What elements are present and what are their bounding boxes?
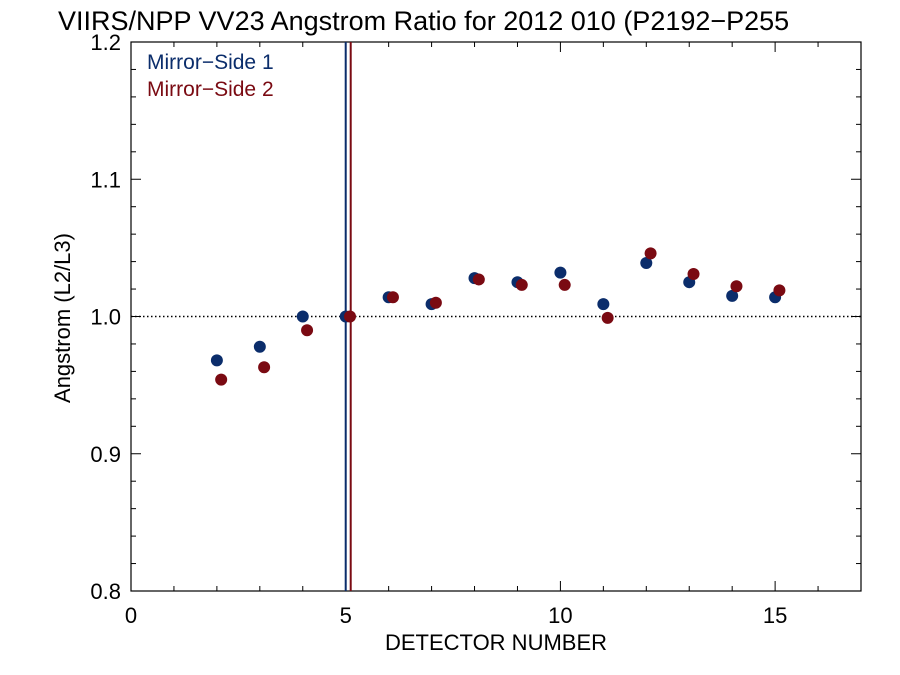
- data-point-series-2: [730, 280, 743, 293]
- data-point-series-2: [386, 291, 399, 304]
- x-tick-label: 10: [548, 603, 572, 628]
- data-point-series-2: [687, 267, 700, 280]
- data-point-series-2: [472, 273, 485, 286]
- data-point-series-2: [601, 311, 614, 324]
- data-point-series-2: [258, 361, 271, 374]
- chart-title: VIIRS/NPP VV23 Angstrom Ratio for 2012 0…: [58, 6, 789, 36]
- data-point-series-1: [296, 310, 309, 323]
- y-axis-label: Angstrom (L2/L3): [50, 233, 75, 403]
- data-point-series-2: [558, 278, 571, 291]
- y-tick-label: 1.2: [90, 30, 121, 55]
- y-tick-label: 1.0: [90, 305, 121, 330]
- data-point-series-1: [554, 266, 567, 279]
- data-point-series-1: [253, 340, 266, 353]
- data-point-series-1: [210, 354, 223, 367]
- legend: Mirror−Side 1 Mirror−Side 2: [147, 51, 274, 101]
- data-point-series-2: [344, 310, 356, 323]
- data-point-series-1: [726, 289, 739, 302]
- data-point-series-2: [301, 324, 314, 337]
- y-tick-label: 1.1: [90, 167, 121, 192]
- data-point-series-2: [215, 373, 228, 386]
- data-point-series-1: [640, 256, 653, 269]
- legend-entry-1: Mirror−Side 1: [147, 51, 274, 74]
- x-tick-label: 5: [340, 603, 352, 628]
- data-point-series-2: [515, 278, 528, 291]
- x-axis-label: DETECTOR NUMBER: [385, 630, 607, 655]
- legend-entry-2: Mirror−Side 2: [147, 78, 274, 101]
- y-tick-label: 0.8: [90, 579, 121, 604]
- plot-area: 0 5 10 15 0.8 0.9 1.0 1.1 1.2: [90, 30, 862, 628]
- y-tick-label: 0.9: [90, 442, 121, 467]
- x-tick-label: 0: [125, 603, 137, 628]
- x-tick-label: 15: [763, 603, 787, 628]
- data-point-series-2: [644, 247, 657, 260]
- data-point-series-2: [429, 296, 442, 309]
- data-point-series-2: [773, 284, 786, 297]
- data-point-series-1: [597, 298, 610, 311]
